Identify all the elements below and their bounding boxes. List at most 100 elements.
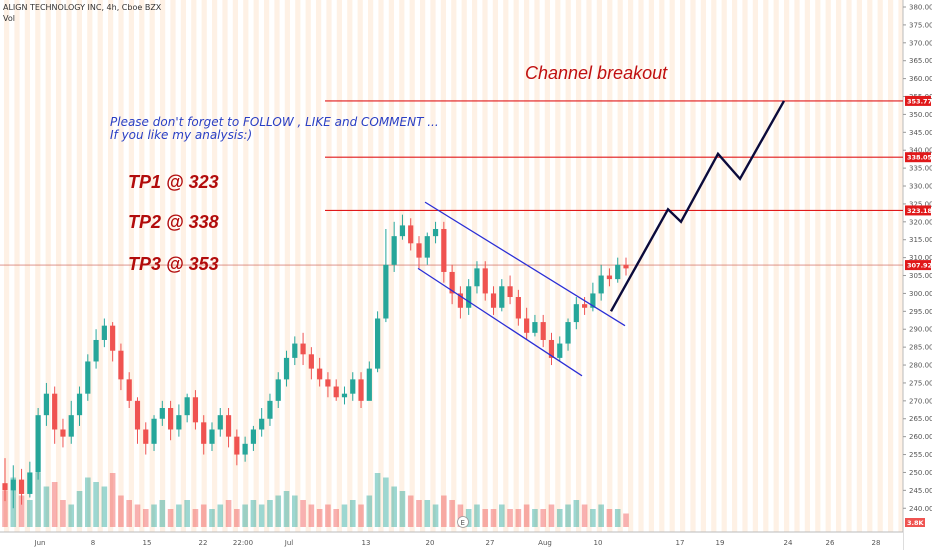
session-band <box>555 0 561 532</box>
candle-body <box>27 472 33 494</box>
earnings-marker[interactable] <box>457 516 469 528</box>
session-band <box>815 0 821 532</box>
candle-body <box>76 393 83 416</box>
volume-bar <box>118 495 124 527</box>
candle-body <box>432 228 439 237</box>
candle-body <box>259 418 265 430</box>
volume-label: Vol <box>3 14 15 23</box>
volume-bar <box>474 504 480 527</box>
candle-body <box>375 318 381 369</box>
volume-bar <box>424 500 431 527</box>
volume-bar <box>581 504 588 527</box>
candle-body <box>143 429 149 444</box>
x-tick-label: 20 <box>426 539 435 547</box>
session-band <box>347 0 353 532</box>
candle-body <box>18 479 25 494</box>
y-tick-label: 325.00 <box>909 200 932 208</box>
volume-bar <box>200 504 207 527</box>
session-band <box>534 0 540 532</box>
candle-body <box>192 397 199 423</box>
session-band <box>368 0 374 532</box>
level-tag-label: 323.18 <box>907 207 932 215</box>
time-axis-panel <box>0 532 903 550</box>
session-band <box>76 0 82 532</box>
volume-bar <box>523 504 530 527</box>
candle-body <box>482 268 488 294</box>
candle-body <box>101 325 107 340</box>
session-band <box>274 0 280 532</box>
candle-body <box>225 415 232 437</box>
chart-title: Channel breakout <box>525 63 668 83</box>
volume-bar <box>209 509 215 527</box>
session-band <box>492 0 498 532</box>
candle-body <box>565 322 571 344</box>
session-band <box>565 0 571 532</box>
volume-bar <box>548 504 555 527</box>
tp1-label: TP1 @ 323 <box>128 172 219 192</box>
candle-body <box>606 275 613 280</box>
session-band <box>544 0 550 532</box>
channel-upper-line <box>424 201 626 327</box>
volume-bar <box>482 509 489 527</box>
x-tick-label: 28 <box>872 539 881 547</box>
candle-body <box>68 415 74 437</box>
level-tag <box>905 95 931 106</box>
volume-bar <box>18 495 25 527</box>
volume-bar <box>109 473 116 527</box>
candle-body <box>184 397 190 416</box>
candle-body <box>325 379 331 387</box>
volume-bar <box>76 491 83 527</box>
x-tick-label: Jul <box>284 539 294 547</box>
candle-body <box>615 264 621 280</box>
channel-lower-line <box>417 267 583 377</box>
x-tick-label: 24 <box>784 539 793 547</box>
candle-body <box>408 225 414 244</box>
volume-bar <box>333 509 339 527</box>
y-tick-label: 365.00 <box>909 57 932 65</box>
candle-body <box>383 264 389 319</box>
session-band <box>690 0 696 532</box>
volume-bar <box>556 509 563 527</box>
y-tick-label: 245.00 <box>909 487 932 495</box>
volume-bar <box>267 500 273 527</box>
volume-bar <box>325 504 331 527</box>
session-band <box>149 0 155 532</box>
note-line-1: Please don't forget to FOLLOW , LIKE and… <box>110 115 439 129</box>
y-tick-label: 260.00 <box>909 433 932 441</box>
candle-body <box>93 339 99 362</box>
session-band <box>378 0 384 532</box>
earnings-marker-label: E <box>461 519 465 527</box>
volume-bar <box>60 500 66 527</box>
x-tick-label: 17 <box>676 539 685 547</box>
candle-body <box>134 400 141 430</box>
projection-path <box>609 100 786 312</box>
x-tick-label: Aug <box>538 539 552 547</box>
candle-body <box>126 379 132 401</box>
volume-bar <box>192 509 199 527</box>
session-band <box>472 0 478 532</box>
session-band <box>118 0 124 532</box>
y-tick-label: 255.00 <box>909 451 932 459</box>
session-band <box>524 0 530 532</box>
volume-bar <box>499 504 505 527</box>
candle-body <box>300 343 306 355</box>
session-band <box>877 0 883 532</box>
session-band <box>222 0 228 532</box>
volume-bar <box>349 500 356 527</box>
candle-body <box>623 264 629 269</box>
x-tick-label: 19 <box>716 539 725 547</box>
session-band <box>336 0 342 532</box>
x-tick-label: 15 <box>143 539 152 547</box>
session-band <box>388 0 394 532</box>
volume-bar <box>35 473 41 527</box>
session-band <box>305 0 311 532</box>
session-band <box>607 0 613 532</box>
tp3-label: TP3 @ 353 <box>128 254 219 274</box>
volume-bar <box>126 500 132 527</box>
y-tick-label: 290.00 <box>909 326 932 334</box>
volume-bar <box>598 504 604 527</box>
candle-body <box>201 422 207 444</box>
x-tick-label: 22:00 <box>233 539 253 547</box>
